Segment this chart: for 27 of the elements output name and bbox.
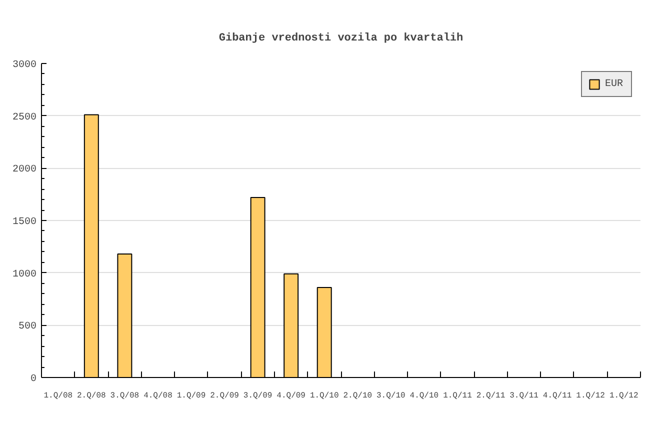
x-tick-label: 1.Q/08 bbox=[44, 392, 73, 400]
x-tick-label: 4.Q/11 bbox=[542, 392, 572, 400]
x-tick-label: 1.Q/10 bbox=[310, 392, 339, 400]
y-tick-label: 500 bbox=[18, 322, 37, 333]
x-tick-label: 1.Q/12 bbox=[576, 392, 606, 400]
x-tick-label: 3.Q/08 bbox=[110, 392, 140, 400]
x-tick-label: 4.Q/08 bbox=[144, 392, 173, 400]
x-tick-label: 2.Q/09 bbox=[210, 392, 240, 400]
x-tick-label: 1.Q/11 bbox=[443, 392, 472, 400]
x-tick-label: 4.Q/10 bbox=[410, 392, 439, 400]
y-tick-label: 2000 bbox=[12, 164, 37, 176]
x-tick-label: 2.Q/11 bbox=[476, 392, 506, 400]
y-tick-label: 2500 bbox=[12, 112, 37, 124]
x-tick-label: 2.Q/10 bbox=[343, 392, 372, 400]
x-tick-label: 2.Q/08 bbox=[77, 392, 106, 400]
legend-label: EUR bbox=[605, 78, 624, 90]
x-tick-label: 3.Q/09 bbox=[243, 392, 272, 400]
chart-title: Gibanje vrednosti vozila po kvartalih bbox=[218, 32, 464, 44]
y-tick-label: 0 bbox=[30, 374, 37, 385]
x-tick-label: 1.Q/12 bbox=[609, 392, 638, 400]
y-tick-label: 3000 bbox=[12, 60, 37, 71]
y-tick-label: 1000 bbox=[12, 269, 37, 280]
x-tick-label: 3.Q/10 bbox=[376, 392, 406, 400]
x-tick-label: 1.Q/09 bbox=[176, 392, 206, 400]
x-tick-label: 4.Q/09 bbox=[276, 392, 306, 400]
y-tick-label: 1500 bbox=[12, 217, 37, 228]
x-tick-label: 3.Q/11 bbox=[510, 392, 539, 400]
